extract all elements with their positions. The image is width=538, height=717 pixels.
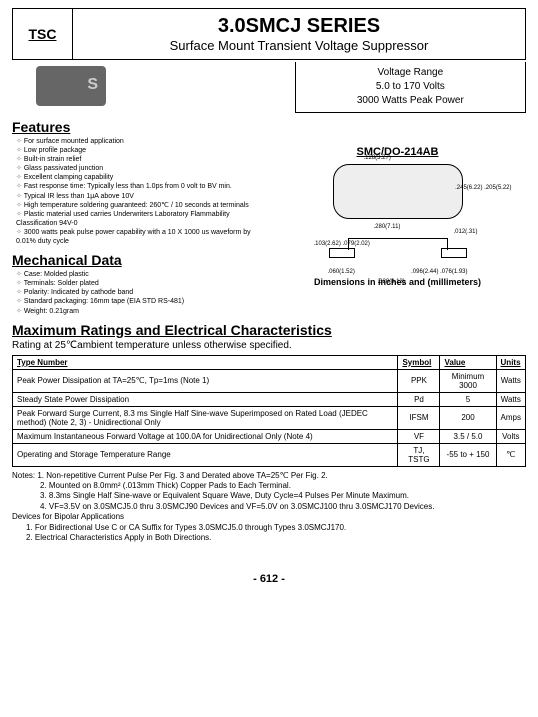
cell: 3.5 / 5.0 (440, 429, 496, 443)
notes-block: Notes: 1. Non-repetitive Current Pulse P… (12, 471, 526, 544)
note-4: 4. VF=3.5V on 3.0SMCJ5.0 thru 3.0SMCJ90 … (12, 502, 526, 512)
ratings-table: Type Number Symbol Value Units Peak Powe… (12, 355, 526, 467)
cell: PPK (398, 369, 440, 392)
mechanical-item: Polarity: Indicated by cathode band (16, 288, 269, 297)
voltage-line2: 5.0 to 170 Volts (300, 80, 521, 94)
voltage-range-box: Voltage Range 5.0 to 170 Volts 3000 Watt… (295, 62, 526, 113)
table-header-row: Type Number Symbol Value Units (13, 355, 526, 369)
feature-item: High temperature soldering guaranteed: 2… (16, 201, 269, 210)
ratings-description: Rating at 25℃ambient temperature unless … (12, 340, 526, 351)
footprint-icon: .128(3.27) .245(6.22) .205(5.22) .280(7.… (333, 164, 463, 219)
col-header: Units (496, 355, 525, 369)
feature-item: Typical IR less than 1μA above 10V (16, 192, 269, 201)
logo-text: TSC (29, 26, 57, 42)
feature-item: Low profile package (16, 146, 269, 155)
mechanical-item: Standard packaging: 16mm tape (EIA STD R… (16, 297, 269, 306)
features-block: Features For surface mounted application… (12, 113, 526, 316)
cell: Steady State Power Dissipation (13, 392, 398, 406)
info-row: Voltage Range 5.0 to 170 Volts 3000 Watt… (12, 62, 526, 113)
bipolar-note-1: 1. For Bidirectional Use C or CA Suffix … (12, 523, 526, 533)
note-2: 2. Mounted on 8.0mm² (.013mm Thick) Copp… (12, 481, 526, 491)
mechanical-item: Weight: 0.21gram (16, 307, 269, 316)
series-subtitle: Surface Mount Transient Voltage Suppress… (79, 38, 519, 53)
ratings-title: Maximum Ratings and Electrical Character… (12, 322, 526, 338)
bipolar-title: Devices for Bipolar Applications (12, 512, 124, 521)
page-container: TSC 3.0SMCJ SERIES Surface Mount Transie… (0, 0, 538, 593)
cell: TJ, TSTG (398, 443, 440, 466)
cell: 200 (440, 406, 496, 429)
note-3: 3. 8.3ms Single Half Sine-wave or Equiva… (12, 491, 526, 501)
feature-item: Glass passivated junction (16, 164, 269, 173)
cell: Pd (398, 392, 440, 406)
table-row: Steady State Power Dissipation Pd 5 Watt… (13, 392, 526, 406)
title-cell: 3.0SMCJ SERIES Surface Mount Transient V… (73, 9, 525, 59)
table-row: Operating and Storage Temperature Range … (13, 443, 526, 466)
feature-item: 3000 watts peak pulse power capability w… (16, 228, 269, 246)
feature-item: Fast response time: Typically less than … (16, 182, 269, 191)
dim-label: .096(2.44) .076(1.93) (411, 269, 467, 275)
cell: Peak Power Dissipation at TA=25℃, Tp=1ms… (13, 369, 398, 392)
cell: Operating and Storage Temperature Range (13, 443, 398, 466)
feature-item: Plastic material used carries Underwrite… (16, 210, 269, 228)
dim-label: .245(6.22) .205(5.22) (455, 185, 511, 191)
dim-label: .060(1.52) (328, 269, 355, 275)
side-view-diagram: .012(.31) .103(2.62) .079(2.02) .096(2.4… (318, 233, 478, 273)
cell: 5 (440, 392, 496, 406)
package-3d-icon (36, 66, 106, 106)
cell: Watts (496, 369, 525, 392)
page-number: - 612 - (12, 573, 526, 585)
cell: IFSM (398, 406, 440, 429)
dim-label: .012(.31) (453, 229, 477, 235)
features-title: Features (12, 119, 269, 135)
cell: Peak Forward Surge Current, 8.3 ms Singl… (13, 406, 398, 429)
table-row: Peak Power Dissipation at TA=25℃, Tp=1ms… (13, 369, 526, 392)
mechanical-title: Mechanical Data (12, 252, 269, 268)
top-view-diagram: .128(3.27) .245(6.22) .205(5.22) .280(7.… (333, 164, 463, 219)
cell: VF (398, 429, 440, 443)
package-image-cell (12, 62, 295, 113)
feature-item: Excellent clamping capability (16, 173, 269, 182)
mechanical-list: Case: Molded plastic Terminals: Solder p… (12, 270, 269, 315)
cell: Watts (496, 392, 525, 406)
feature-item: Built-in strain relief (16, 155, 269, 164)
dim-label: .128(3.27) (364, 155, 391, 161)
dim-label: .320(8.13) (378, 279, 405, 285)
mechanical-item: Case: Molded plastic (16, 270, 269, 279)
col-header: Type Number (13, 355, 398, 369)
header-row: TSC 3.0SMCJ SERIES Surface Mount Transie… (12, 8, 526, 60)
cell: ℃ (496, 443, 525, 466)
cell: -55 to + 150 (440, 443, 496, 466)
table-row: Maximum Instantaneous Forward Voltage at… (13, 429, 526, 443)
diagram-column: SMC/DO-214AB .128(3.27) .245(6.22) .205(… (269, 113, 526, 316)
bipolar-note-2: 2. Electrical Characteristics Apply in B… (12, 533, 526, 543)
dim-label: .103(2.62) .079(2.02) (314, 241, 370, 247)
note-1: Notes: 1. Non-repetitive Current Pulse P… (12, 471, 328, 480)
voltage-line3: 3000 Watts Peak Power (300, 94, 521, 108)
series-title: 3.0SMCJ SERIES (79, 15, 519, 38)
feature-item: For surface mounted application (16, 137, 269, 146)
dim-label: .280(7.11) (374, 224, 401, 230)
cell: Volts (496, 429, 525, 443)
cell: Maximum Instantaneous Forward Voltage at… (13, 429, 398, 443)
col-header: Value (440, 355, 496, 369)
cell: Amps (496, 406, 525, 429)
voltage-line1: Voltage Range (300, 66, 521, 80)
table-row: Peak Forward Surge Current, 8.3 ms Singl… (13, 406, 526, 429)
cell: Minimum 3000 (440, 369, 496, 392)
features-column: Features For surface mounted application… (12, 113, 269, 316)
col-header: Symbol (398, 355, 440, 369)
logo-cell: TSC (13, 9, 73, 59)
features-list: For surface mounted application Low prof… (12, 137, 269, 246)
mechanical-item: Terminals: Solder plated (16, 279, 269, 288)
